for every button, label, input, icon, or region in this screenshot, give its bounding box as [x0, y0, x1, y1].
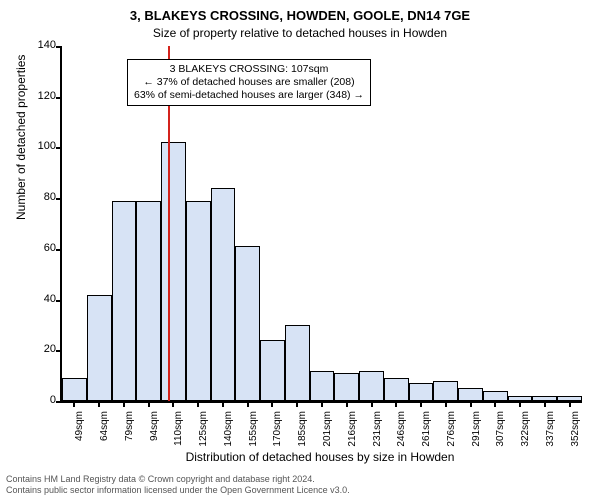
- x-tick-label: 276sqm: [446, 411, 457, 451]
- y-tick-label: 80: [26, 191, 56, 203]
- bar: [483, 391, 508, 401]
- bar: [136, 201, 161, 401]
- bar: [211, 188, 236, 401]
- x-axis-title: Distribution of detached houses by size …: [60, 450, 580, 464]
- bar: [235, 246, 260, 401]
- x-tick: [172, 401, 174, 407]
- bar: [433, 381, 458, 401]
- bar: [409, 383, 434, 401]
- y-tick-label: 40: [26, 293, 56, 305]
- x-tick: [222, 401, 224, 407]
- x-tick: [395, 401, 397, 407]
- x-tick: [73, 401, 75, 407]
- bar: [334, 373, 359, 401]
- x-tick: [148, 401, 150, 407]
- x-tick: [470, 401, 472, 407]
- x-tick: [296, 401, 298, 407]
- bar: [112, 201, 137, 401]
- x-tick-label: 79sqm: [124, 411, 135, 451]
- chart-title-2: Size of property relative to detached ho…: [0, 26, 600, 40]
- bar: [285, 325, 310, 401]
- x-tick-label: 216sqm: [347, 411, 358, 451]
- x-tick-label: 170sqm: [272, 411, 283, 451]
- x-tick: [445, 401, 447, 407]
- annotation-box: 3 BLAKEYS CROSSING: 107sqm← 37% of detac…: [127, 59, 371, 106]
- x-tick-label: 352sqm: [570, 411, 581, 451]
- bar: [260, 340, 285, 401]
- y-tick-label: 100: [26, 140, 56, 152]
- x-tick-label: 110sqm: [173, 411, 184, 451]
- x-tick: [346, 401, 348, 407]
- x-tick: [371, 401, 373, 407]
- bar: [186, 201, 211, 401]
- x-tick-label: 307sqm: [495, 411, 506, 451]
- y-tick-label: 0: [26, 394, 56, 406]
- x-tick-label: 231sqm: [372, 411, 383, 451]
- y-tick-label: 60: [26, 242, 56, 254]
- bar: [384, 378, 409, 401]
- x-tick-label: 337sqm: [545, 411, 556, 451]
- x-tick-label: 155sqm: [248, 411, 259, 451]
- footer-attribution: Contains HM Land Registry data © Crown c…: [6, 474, 594, 496]
- x-tick: [544, 401, 546, 407]
- y-tick-label: 120: [26, 90, 56, 102]
- x-tick: [197, 401, 199, 407]
- x-tick-label: 125sqm: [198, 411, 209, 451]
- x-tick: [494, 401, 496, 407]
- annotation-line-1: 3 BLAKEYS CROSSING: 107sqm: [134, 63, 364, 76]
- x-tick: [519, 401, 521, 407]
- x-tick-label: 201sqm: [322, 411, 333, 451]
- chart-title-1: 3, BLAKEYS CROSSING, HOWDEN, GOOLE, DN14…: [0, 8, 600, 23]
- x-tick-label: 185sqm: [297, 411, 308, 451]
- x-tick-label: 291sqm: [471, 411, 482, 451]
- x-tick: [420, 401, 422, 407]
- x-tick: [569, 401, 571, 407]
- x-tick-label: 140sqm: [223, 411, 234, 451]
- bar: [87, 295, 112, 402]
- y-tick-label: 20: [26, 343, 56, 355]
- footer-line-1: Contains HM Land Registry data © Crown c…: [6, 474, 594, 485]
- x-tick-label: 261sqm: [421, 411, 432, 451]
- y-tick-label: 140: [26, 39, 56, 51]
- chart-container: 3, BLAKEYS CROSSING, HOWDEN, GOOLE, DN14…: [0, 0, 600, 500]
- footer-line-2: Contains public sector information licen…: [6, 485, 594, 496]
- x-tick: [123, 401, 125, 407]
- bar: [62, 378, 87, 401]
- bar: [310, 371, 335, 401]
- bar: [458, 388, 483, 401]
- bar: [359, 371, 384, 401]
- bar: [161, 142, 186, 401]
- x-tick: [321, 401, 323, 407]
- x-tick: [271, 401, 273, 407]
- x-tick-label: 49sqm: [74, 411, 85, 451]
- annotation-line-3: 63% of semi-detached houses are larger (…: [134, 89, 364, 102]
- x-tick-label: 64sqm: [99, 411, 110, 451]
- x-tick: [247, 401, 249, 407]
- x-tick-label: 322sqm: [520, 411, 531, 451]
- x-tick-label: 94sqm: [149, 411, 160, 451]
- x-tick-label: 246sqm: [396, 411, 407, 451]
- annotation-line-2: ← 37% of detached houses are smaller (20…: [134, 76, 364, 89]
- plot-area: 02040608010012014049sqm64sqm79sqm94sqm11…: [60, 46, 582, 403]
- x-tick: [98, 401, 100, 407]
